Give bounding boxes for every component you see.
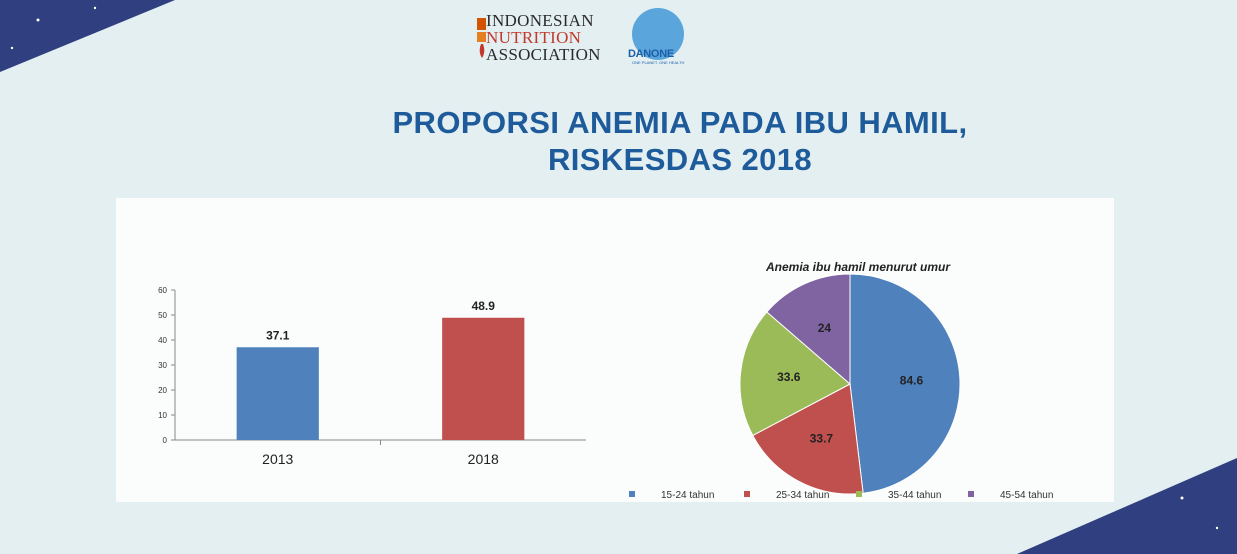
legend-swatch [744,491,750,497]
legend-label: 35-44 tahun [888,490,941,501]
pie-slice-0 [849,273,961,494]
pie-slice-2 [739,311,851,437]
logo-line2: NUTRITION [486,28,582,47]
ina-logo-icon [477,18,486,58]
y-tick-label: 0 [163,436,168,445]
bottom-right-corner-decoration [1017,458,1237,554]
title-line2: RISKESDAS 2018 [547,142,813,177]
pie-value-label: 84.6 [900,373,924,387]
danone-logo-text: DANONE [628,48,674,60]
header-logos: INDONESIAN NUTRITION ASSOCIATION DANONE … [476,8,696,68]
y-tick-label: 10 [158,411,167,420]
legend-label: 45-54 tahun [1000,490,1053,501]
legend-swatch [968,491,974,497]
bar-2018 [442,317,525,440]
pie-slice-1 [752,383,864,495]
bar-value-label: 37.1 [266,328,290,342]
legend-swatch [629,491,635,497]
slide-title: PROPORSI ANEMIA PADA IBU HAMIL, RISKESDA… [360,104,1000,178]
pie-value-label: 33.6 [777,370,801,384]
y-tick-label: 20 [158,386,167,395]
title-line1: PROPORSI ANEMIA PADA IBU HAMIL, [392,105,968,140]
x-category-label: 2018 [468,451,499,467]
danone-tagline: ONE PLANET. ONE HEALTH [632,60,685,65]
top-left-corner-decoration [0,0,175,72]
pie-slice-3 [766,273,851,386]
x-category-label: 2013 [262,451,293,467]
legend-label: 25-34 tahun [776,490,829,501]
y-tick-label: 30 [158,361,167,370]
logo-line3: ASSOCIATION [486,45,601,64]
legend-swatch [856,491,862,497]
danone-logo-icon [632,8,684,60]
y-tick-label: 60 [158,286,167,295]
pie-title: Anemia ibu hamil menurut umur [765,260,951,274]
bar-2013 [236,347,319,440]
bar-value-label: 48.9 [472,299,496,313]
chart-panel: 0 10 20 30 40 50 60 37.1 2013 48.9 2018 Anemia ibu … [116,198,1114,502]
bar-chart: 0 10 20 30 40 50 60 37.1 2013 48.9 2018 Anemia ibu … [158,260,1053,501]
y-tick-label: 40 [158,336,167,345]
ina-logo-text: INDONESIAN NUTRITION ASSOCIATION [486,12,601,63]
legend-label: 15-24 tahun [661,490,714,501]
pie-value-label: 33.7 [810,432,834,446]
y-tick-label: 50 [158,311,167,320]
logo-line1: INDONESIAN [486,11,594,30]
pie-value-label: 24 [818,321,832,335]
